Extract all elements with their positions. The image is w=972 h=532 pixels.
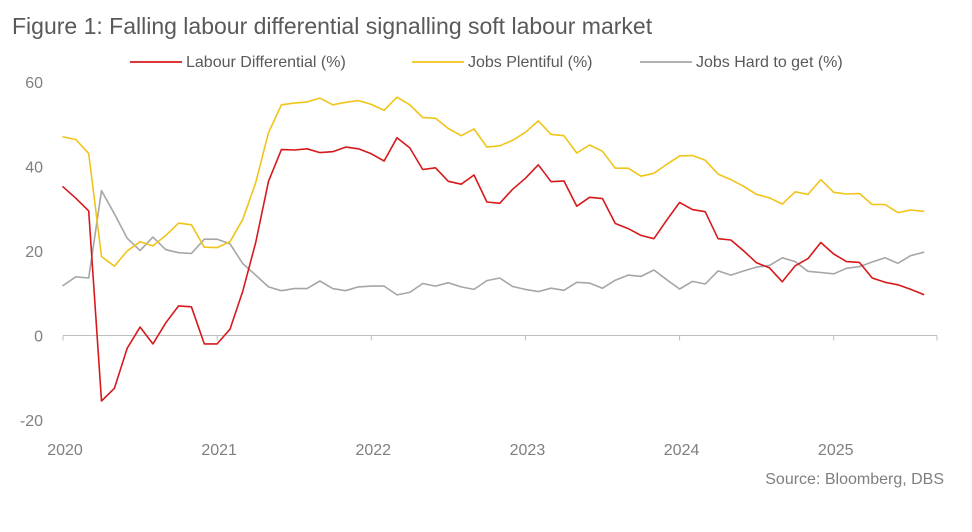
series-line-1: [62, 96, 925, 268]
y-tick-label: 0: [34, 329, 43, 346]
x-tick-label: 2022: [355, 442, 391, 459]
legend: Labour Differential (%) Jobs Plentiful (%…: [130, 54, 843, 71]
x-tick-label: 2021: [201, 442, 237, 459]
legend-label-1: Jobs Plentiful (%): [468, 54, 593, 71]
series-group: [62, 96, 925, 402]
y-tick-label: 20: [25, 244, 43, 261]
y-axis: 60 40 20 0 -20: [20, 75, 43, 430]
x-axis: 2020 2021 2022 2023 2024 2025: [47, 335, 938, 459]
y-tick-label: -20: [20, 413, 43, 430]
y-tick-label: 40: [25, 160, 43, 177]
legend-label-0: Labour Differential (%): [186, 54, 346, 71]
x-tick-label: 2023: [510, 442, 546, 459]
legend-label-2: Jobs Hard to get (%): [696, 54, 843, 71]
chart-title: Figure 1: Falling labour differential si…: [12, 13, 653, 39]
y-tick-label: 60: [25, 75, 43, 92]
series-line-0: [62, 137, 925, 402]
x-tick-label: 2024: [664, 442, 700, 459]
source-note: Source: Bloomberg, DBS: [765, 471, 944, 488]
x-tick-label: 2025: [818, 442, 854, 459]
series-line-2: [62, 189, 925, 296]
x-tick-label: 2020: [47, 442, 83, 459]
